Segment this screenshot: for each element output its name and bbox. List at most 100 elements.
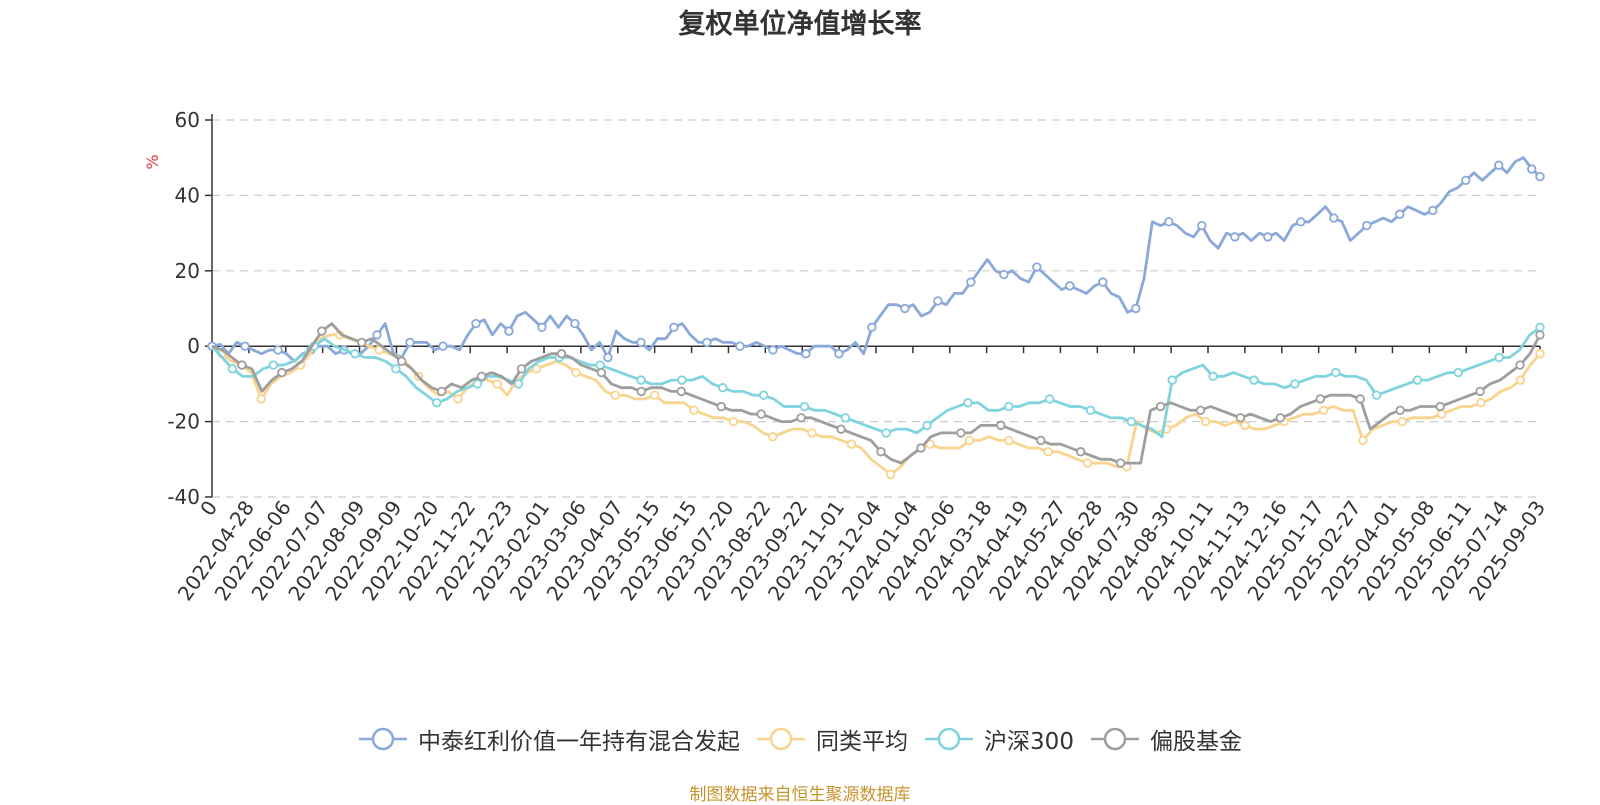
series-point <box>237 360 247 370</box>
series-point <box>1362 220 1372 231</box>
series-point <box>964 435 975 446</box>
legend-line-circle-icon <box>359 727 408 751</box>
series-point <box>277 367 287 378</box>
series-point <box>397 356 407 366</box>
series-point <box>1208 371 1218 382</box>
series-point <box>886 469 896 480</box>
series-point <box>1475 386 1485 397</box>
legend-label: 同类平均 <box>816 729 909 755</box>
series-point <box>963 398 973 408</box>
series-point <box>1296 217 1306 227</box>
series-point <box>649 390 660 400</box>
series-point <box>796 413 806 423</box>
series-point <box>1395 209 1405 219</box>
series-point <box>240 341 250 351</box>
series-point <box>956 428 966 438</box>
series-point <box>317 326 327 336</box>
series-point <box>867 322 877 333</box>
series-point <box>1535 330 1545 340</box>
series-point <box>1535 171 1545 182</box>
series-point <box>504 326 514 336</box>
series-point <box>676 386 686 397</box>
series-point <box>570 318 580 329</box>
series-point <box>1235 413 1246 423</box>
series-point <box>1200 416 1211 427</box>
series-point <box>603 352 613 363</box>
series-point <box>716 401 726 412</box>
series-point <box>758 390 769 400</box>
series-point <box>1315 394 1326 404</box>
series-point <box>768 431 778 442</box>
series-point <box>876 447 886 457</box>
series-point <box>1044 394 1055 404</box>
series-point <box>372 330 382 340</box>
series-point <box>807 428 817 438</box>
series-point <box>1358 435 1368 446</box>
series-point <box>1329 213 1339 223</box>
series-point <box>1085 405 1096 415</box>
legend-label: 中泰红利价值一年持有混合发起 <box>418 729 741 755</box>
series-point <box>900 303 910 314</box>
series-point <box>1275 413 1286 423</box>
series-point <box>1435 401 1445 412</box>
series-point <box>256 394 266 404</box>
series-point <box>636 375 646 385</box>
series-point <box>1318 405 1329 415</box>
series-point <box>728 416 739 427</box>
series-point <box>405 337 415 348</box>
series-point <box>1515 360 1525 370</box>
series-point <box>756 409 766 419</box>
series-point <box>1494 160 1504 170</box>
series-point <box>556 349 567 359</box>
series-point <box>1290 379 1300 389</box>
series-point <box>718 382 728 393</box>
legend-item[interactable]: 中泰红利价值一年持有混合发起 <box>358 722 740 756</box>
series-point <box>689 405 699 415</box>
series-point <box>1043 447 1053 457</box>
series-point <box>677 375 687 385</box>
series-point <box>799 401 810 412</box>
legend: 中泰红利价值一年持有混合发起 同类平均 沪深300 偏股基金 <box>0 722 1600 756</box>
series-point <box>834 349 844 359</box>
series-point <box>1263 232 1273 242</box>
series-point <box>1197 220 1207 231</box>
series-point <box>996 420 1006 431</box>
series-point <box>1082 458 1093 468</box>
series-point <box>453 394 463 404</box>
legend-item[interactable]: 同类平均 <box>756 722 908 756</box>
series-point <box>1032 262 1042 272</box>
series-point <box>1494 352 1504 363</box>
series-point <box>472 379 483 389</box>
series-point <box>1230 232 1240 242</box>
series-point <box>1436 409 1447 419</box>
series-point <box>1535 349 1545 359</box>
series-point <box>636 337 646 348</box>
y-tick-label: -20 <box>167 410 200 434</box>
series-point <box>916 443 926 453</box>
series-point <box>610 390 621 400</box>
series-point <box>881 428 891 438</box>
series-point <box>595 360 605 370</box>
y-axis-unit: % <box>143 154 162 169</box>
series-point <box>1355 394 1365 404</box>
legend-item[interactable]: 沪深300 <box>924 722 1074 756</box>
series-point <box>471 318 481 329</box>
series-point <box>1395 405 1405 415</box>
series-point <box>1397 416 1407 427</box>
series-point <box>516 364 527 374</box>
series-point <box>1371 390 1382 400</box>
series-point <box>513 379 524 389</box>
series-point <box>1155 401 1166 412</box>
series-point <box>840 413 851 423</box>
series-point <box>438 341 448 351</box>
series-point <box>1412 375 1423 385</box>
series-point <box>432 398 442 408</box>
series-point <box>966 277 976 287</box>
legend-item[interactable]: 偏股基金 <box>1090 722 1242 756</box>
legend-label: 偏股基金 <box>1149 729 1242 755</box>
series-line <box>211 156 1541 363</box>
series-point <box>273 345 283 355</box>
series-lines <box>207 156 1545 480</box>
series-point <box>227 364 238 374</box>
